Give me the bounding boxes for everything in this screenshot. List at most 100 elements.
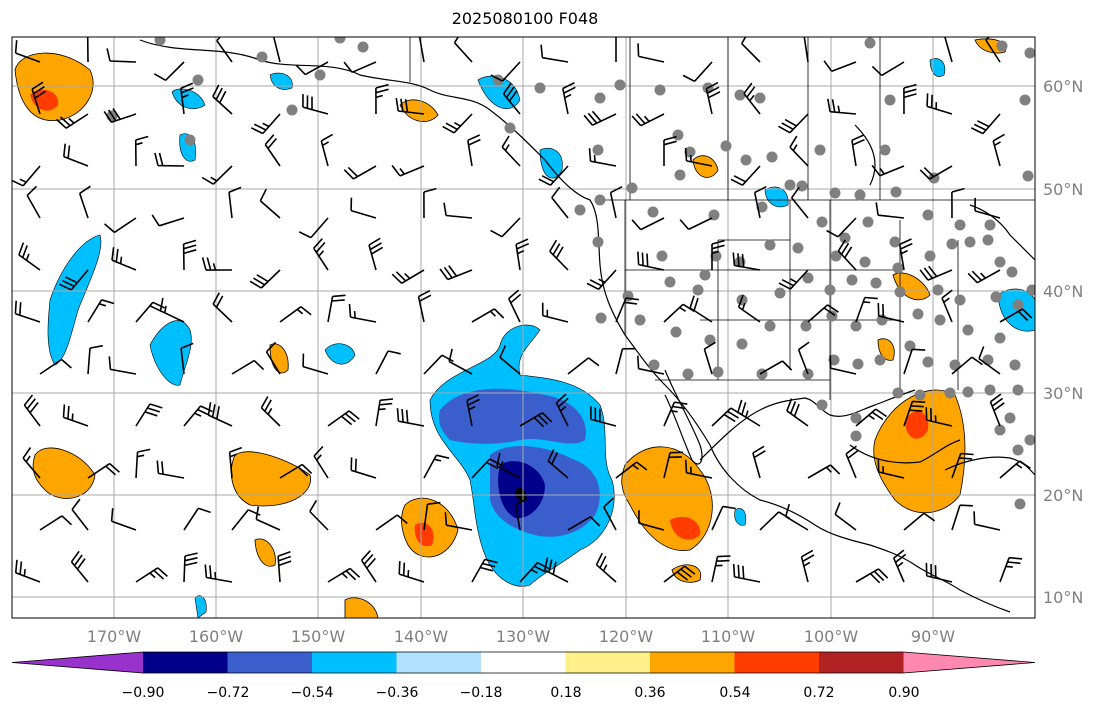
wind-barb: [951, 452, 974, 479]
station-dot: [912, 308, 924, 320]
lat-label: 50°N: [1043, 180, 1083, 199]
wind-barb: [978, 346, 1001, 375]
station-dot: [846, 274, 858, 286]
station-dot: [934, 314, 946, 326]
wind-barb: [39, 515, 73, 531]
wind-barb: [903, 83, 917, 115]
station-dot: [1004, 412, 1016, 424]
wind-barb: [807, 464, 841, 479]
station-dot: [990, 291, 1002, 303]
wind-barb: [784, 503, 809, 531]
wind-barb: [182, 239, 197, 271]
wind-barb: [743, 82, 761, 115]
wind-barb: [264, 134, 281, 167]
station-dot: [1009, 359, 1021, 371]
station-dot: [314, 69, 326, 81]
wind-barb: [204, 564, 233, 583]
colorbar-tick-label: −0.54: [291, 685, 334, 701]
wind-barb: [502, 82, 521, 115]
station-dot: [654, 84, 666, 96]
wind-barb: [711, 555, 731, 583]
station-dot: [829, 187, 841, 199]
station-dot: [764, 320, 776, 332]
wind-barb: [86, 37, 89, 63]
station-dot: [1012, 444, 1024, 456]
wind-barb: [903, 512, 936, 531]
colorbar: [11, 651, 1036, 674]
station-dot: [634, 314, 646, 326]
wind-barb: [23, 394, 41, 427]
wind-barb: [255, 506, 281, 531]
wind-barb: [496, 453, 521, 479]
colorbar-segment: [227, 652, 313, 673]
wind-barb: [327, 567, 361, 583]
wind-barb: [212, 84, 233, 115]
wind-barb: [71, 498, 89, 531]
wind-barb: [829, 355, 857, 375]
colorbar-segment: [481, 652, 566, 673]
wind-barb: [588, 148, 617, 167]
station-dot: [870, 277, 882, 289]
wind-barb: [705, 81, 721, 115]
station-dot: [672, 129, 684, 141]
station-dot: [286, 104, 298, 116]
wind-barb: [551, 186, 569, 219]
latitude-labels: 60°N 50°N 40°N 30°N 20°N 10°N: [1043, 77, 1083, 607]
wind-barb: [309, 499, 329, 531]
colorbar-segment: [565, 652, 651, 673]
lon-label: 160°W: [189, 627, 244, 646]
wind-barb: [327, 410, 360, 427]
wind-barb: [732, 563, 761, 583]
station-dot: [1006, 266, 1018, 278]
wind-barb: [467, 134, 481, 167]
wind-barb: [519, 412, 553, 428]
colorbar-tick-labels: −0.90 −0.72 −0.54 −0.36 −0.18 0.18 0.36 …: [122, 685, 920, 701]
wind-barb: [272, 37, 281, 63]
wind-barb: [490, 61, 521, 82]
wind-barb: [989, 393, 1005, 427]
station-dot: [766, 151, 778, 163]
wind-barb: [732, 252, 761, 271]
wind-barb: [663, 401, 688, 427]
wind-barb: [444, 512, 473, 531]
wind-barb: [501, 135, 521, 167]
lat-label: 10°N: [1043, 588, 1083, 607]
wind-barb: [228, 186, 242, 219]
wind-barb: [970, 113, 1001, 135]
wind-barb: [375, 398, 394, 427]
station-dot: [802, 272, 814, 284]
wind-barb: [249, 269, 281, 289]
wind-barb: [108, 356, 137, 375]
wind-barb: [892, 549, 907, 583]
wind-barb: [466, 394, 480, 427]
wind-barb: [391, 165, 425, 177]
wind-barb: [898, 238, 913, 271]
station-dot: [534, 82, 546, 94]
station-dot: [734, 89, 746, 101]
wind-barb: [638, 510, 665, 531]
wind-barb: [837, 239, 857, 271]
wind-barb: [55, 113, 89, 129]
wind-barb: [471, 308, 505, 323]
wind-barb: [753, 185, 767, 219]
lon-label: 90°W: [911, 627, 955, 646]
wind-barb: [538, 165, 569, 186]
wind-barb: [216, 37, 233, 63]
lon-label: 110°W: [701, 627, 756, 646]
wind-barb: [590, 406, 617, 427]
wind-barb: [845, 445, 859, 479]
coastlines: [139, 39, 1035, 613]
wind-barb: [951, 187, 965, 219]
station-dot: [764, 239, 776, 251]
station-dot: [684, 146, 696, 158]
wind-barb: [999, 556, 1023, 583]
station-markers: [106, 37, 1035, 510]
longitude-labels: 170°W 160°W 150°W 140°W 130°W 120°W 110°…: [87, 627, 955, 646]
colorbar-segment: [396, 652, 482, 673]
wind-barb: [797, 341, 810, 375]
wind-barb: [549, 239, 569, 271]
station-dot: [614, 79, 626, 91]
wind-barb: [154, 152, 185, 167]
wind-barb: [62, 404, 89, 427]
station-dot: [154, 37, 166, 46]
